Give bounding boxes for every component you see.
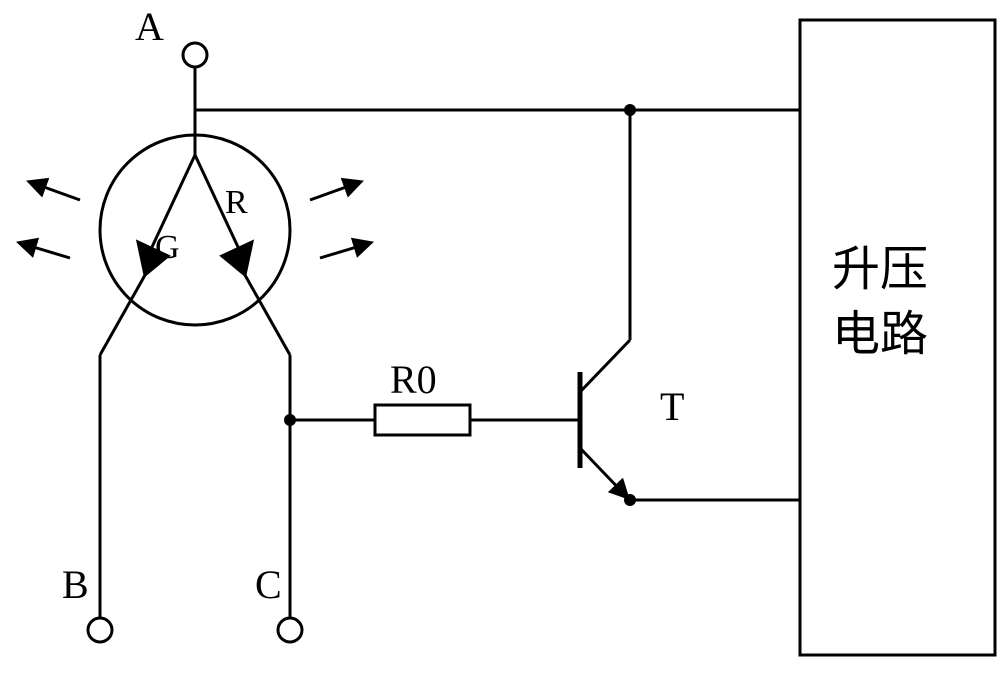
junction-dots xyxy=(284,104,636,506)
labels: A B C G R R0 T 升压 电路 xyxy=(62,4,928,607)
terminal-a xyxy=(183,43,207,67)
emission-arrows-right xyxy=(310,182,370,258)
label-r0: R0 xyxy=(390,357,437,402)
label-t: T xyxy=(660,384,684,429)
transistor-t xyxy=(580,340,630,497)
led-enclosure xyxy=(100,135,290,325)
label-r: R xyxy=(225,184,248,221)
label-c: C xyxy=(255,562,282,607)
label-a: A xyxy=(135,4,164,49)
label-boost-2: 电路 xyxy=(832,308,928,361)
resistor-r0 xyxy=(375,405,470,435)
label-boost-1: 升压 xyxy=(832,243,928,296)
terminal-c xyxy=(278,618,302,642)
emission-arrows-left xyxy=(20,182,80,258)
label-g: G xyxy=(155,229,180,266)
label-b: B xyxy=(62,562,89,607)
wires xyxy=(100,67,800,618)
terminal-b xyxy=(88,618,112,642)
